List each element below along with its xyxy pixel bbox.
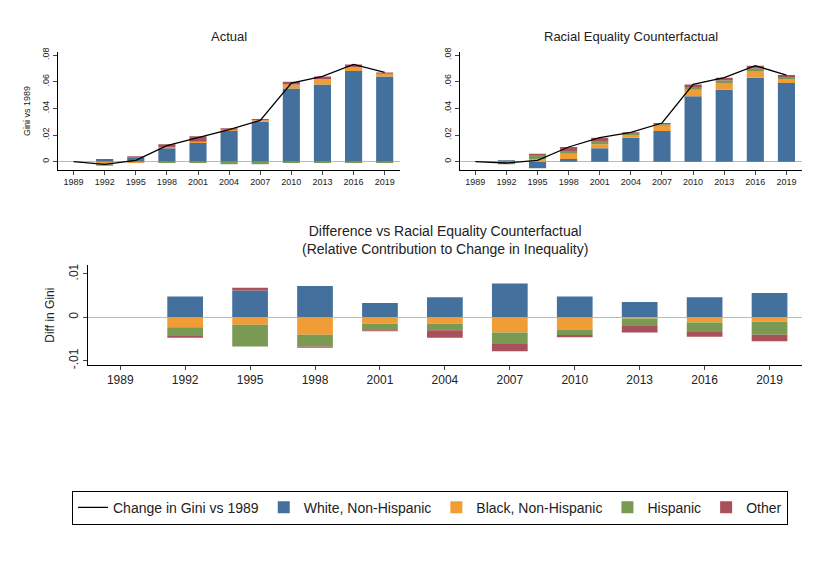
svg-text:1998: 1998 bbox=[302, 373, 329, 387]
svg-text:2016: 2016 bbox=[745, 177, 765, 187]
svg-text:2001: 2001 bbox=[188, 177, 208, 187]
svg-text:1989: 1989 bbox=[64, 177, 84, 187]
svg-text:Other: Other bbox=[746, 500, 781, 516]
svg-text:.06: .06 bbox=[443, 74, 453, 87]
svg-text:2004: 2004 bbox=[621, 177, 641, 187]
svg-text:2016: 2016 bbox=[691, 373, 718, 387]
svg-text:1998: 1998 bbox=[559, 177, 579, 187]
svg-text:1992: 1992 bbox=[172, 373, 199, 387]
svg-text:1995: 1995 bbox=[528, 177, 548, 187]
svg-text:2010: 2010 bbox=[561, 373, 588, 387]
svg-text:2001: 2001 bbox=[367, 373, 394, 387]
svg-text:.01: .01 bbox=[67, 263, 81, 280]
svg-text:.08: .08 bbox=[443, 47, 453, 60]
svg-text:0: 0 bbox=[41, 158, 51, 163]
svg-text:2013: 2013 bbox=[312, 177, 332, 187]
svg-text:Hispanic: Hispanic bbox=[647, 500, 701, 516]
svg-text:.08: .08 bbox=[41, 47, 51, 60]
svg-text:0: 0 bbox=[67, 312, 81, 319]
svg-text:2019: 2019 bbox=[375, 177, 395, 187]
svg-text:2007: 2007 bbox=[250, 177, 270, 187]
svg-text:-.01: -.01 bbox=[67, 348, 81, 369]
svg-text:2016: 2016 bbox=[344, 177, 364, 187]
svg-text:.04: .04 bbox=[41, 101, 51, 114]
svg-text:Actual: Actual bbox=[211, 29, 247, 44]
svg-text:.06: .06 bbox=[41, 74, 51, 87]
svg-text:0: 0 bbox=[443, 158, 453, 163]
svg-text:2010: 2010 bbox=[281, 177, 301, 187]
svg-text:Racial Equality Counterfactual: Racial Equality Counterfactual bbox=[544, 29, 718, 44]
svg-text:2013: 2013 bbox=[714, 177, 734, 187]
svg-text:.02: .02 bbox=[41, 127, 51, 140]
svg-text:2013: 2013 bbox=[626, 373, 653, 387]
svg-text:Change in Gini vs 1989: Change in Gini vs 1989 bbox=[113, 500, 259, 516]
svg-text:White, Non-Hispanic: White, Non-Hispanic bbox=[304, 500, 432, 516]
svg-text:2007: 2007 bbox=[496, 373, 523, 387]
svg-text:1989: 1989 bbox=[465, 177, 485, 187]
svg-text:2004: 2004 bbox=[432, 373, 459, 387]
svg-text:1998: 1998 bbox=[157, 177, 177, 187]
svg-text:.02: .02 bbox=[443, 127, 453, 140]
svg-text:Gini vs 1989: Gini vs 1989 bbox=[22, 86, 32, 136]
svg-text:.04: .04 bbox=[443, 101, 453, 114]
svg-text:1992: 1992 bbox=[95, 177, 115, 187]
svg-text:1995: 1995 bbox=[237, 373, 264, 387]
svg-text:Difference vs Racial Equality: Difference vs Racial Equality Counterfac… bbox=[302, 223, 588, 257]
svg-text:2004: 2004 bbox=[219, 177, 239, 187]
svg-text:2019: 2019 bbox=[776, 177, 796, 187]
svg-text:1989: 1989 bbox=[107, 373, 134, 387]
svg-text:2007: 2007 bbox=[652, 177, 672, 187]
svg-text:1992: 1992 bbox=[496, 177, 516, 187]
svg-text:2010: 2010 bbox=[683, 177, 703, 187]
svg-text:2019: 2019 bbox=[756, 373, 783, 387]
svg-text:2001: 2001 bbox=[590, 177, 610, 187]
svg-text:Diff in Gini: Diff in Gini bbox=[43, 288, 57, 343]
svg-text:1995: 1995 bbox=[126, 177, 146, 187]
svg-text:Black, Non-Hispanic: Black, Non-Hispanic bbox=[476, 500, 602, 516]
